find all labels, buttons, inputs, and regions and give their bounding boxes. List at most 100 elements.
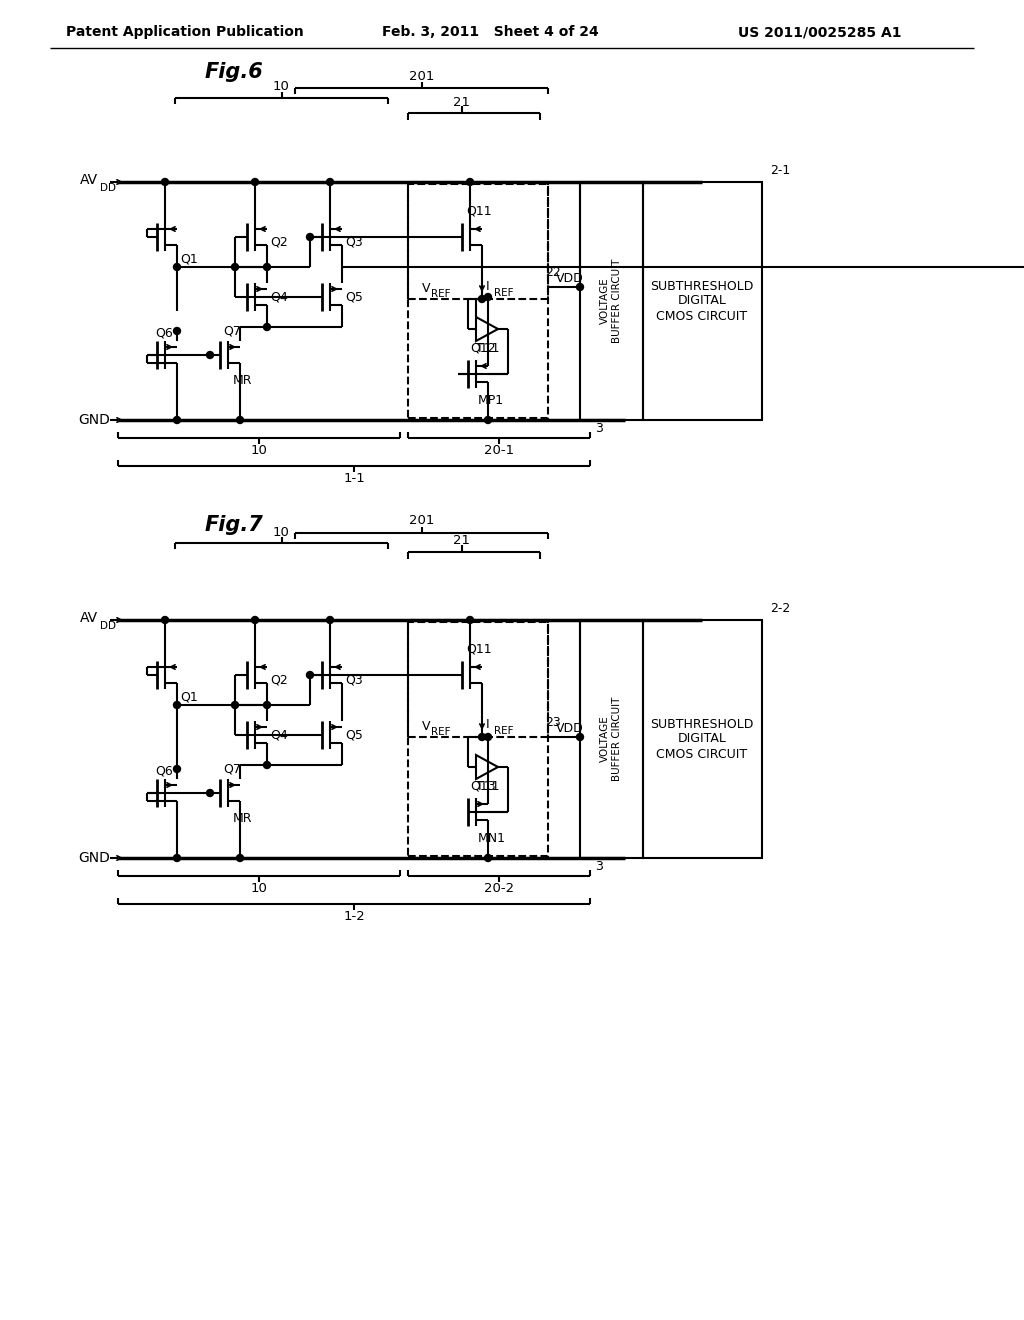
Text: Q7: Q7	[223, 325, 241, 338]
Circle shape	[173, 854, 180, 862]
Circle shape	[231, 701, 239, 709]
Circle shape	[484, 854, 492, 862]
Text: 21: 21	[454, 95, 470, 108]
Text: 23: 23	[545, 717, 561, 730]
Circle shape	[484, 734, 492, 741]
Circle shape	[173, 264, 180, 271]
Text: Q2: Q2	[270, 235, 288, 248]
Text: I: I	[486, 718, 489, 731]
Text: VDD: VDD	[556, 272, 584, 285]
Circle shape	[252, 178, 258, 186]
Text: 3: 3	[595, 421, 603, 434]
Text: MR: MR	[233, 375, 253, 388]
Circle shape	[162, 178, 169, 186]
Text: Q3: Q3	[345, 235, 362, 248]
Bar	[580, 620, 643, 858]
Text: I: I	[486, 281, 489, 293]
Circle shape	[173, 327, 180, 334]
Text: Q2: Q2	[270, 673, 288, 686]
Circle shape	[162, 616, 169, 623]
Circle shape	[478, 296, 485, 302]
Text: Patent Application Publication: Patent Application Publication	[67, 25, 304, 40]
Text: Q12: Q12	[470, 342, 496, 355]
Circle shape	[207, 789, 213, 796]
Text: VDD: VDD	[556, 722, 584, 735]
Circle shape	[237, 417, 244, 424]
Text: MN1: MN1	[478, 832, 506, 845]
Text: 10: 10	[273, 525, 290, 539]
Text: 201: 201	[409, 70, 434, 82]
Circle shape	[173, 766, 180, 772]
Circle shape	[263, 323, 270, 330]
Circle shape	[484, 293, 492, 301]
Text: Q11: Q11	[466, 643, 492, 656]
Circle shape	[327, 178, 334, 186]
Circle shape	[306, 234, 313, 240]
Bar	[408, 620, 548, 737]
Text: 3: 3	[595, 859, 603, 873]
Text: VOLTAGE
BUFFER CIRCUIT: VOLTAGE BUFFER CIRCUIT	[600, 697, 622, 781]
Text: AV: AV	[80, 611, 98, 624]
Text: Q1: Q1	[180, 690, 198, 704]
Circle shape	[327, 616, 334, 623]
Text: GND: GND	[78, 413, 110, 426]
Circle shape	[252, 616, 258, 623]
Text: REF: REF	[494, 288, 513, 298]
Text: Fig.6: Fig.6	[205, 62, 264, 82]
Text: 20-1: 20-1	[484, 445, 514, 458]
Text: 10: 10	[251, 445, 267, 458]
Circle shape	[263, 701, 270, 709]
Circle shape	[478, 734, 485, 741]
Circle shape	[173, 417, 180, 424]
Text: Q4: Q4	[270, 729, 288, 742]
Text: Q7: Q7	[223, 763, 241, 776]
Text: REF: REF	[431, 727, 451, 737]
Circle shape	[577, 284, 584, 290]
Text: 20-2: 20-2	[484, 883, 514, 895]
Text: SUBTHRESHOLD
DIGITAL
CMOS CIRCUIT: SUBTHRESHOLD DIGITAL CMOS CIRCUIT	[650, 280, 754, 322]
Circle shape	[263, 264, 270, 271]
Text: Q4: Q4	[270, 290, 288, 304]
Bar	[580, 182, 643, 420]
Circle shape	[467, 178, 473, 186]
Bar	[643, 182, 762, 420]
Text: Q1: Q1	[180, 252, 198, 265]
Bar	[408, 622, 548, 855]
Text: 21: 21	[454, 535, 470, 548]
Text: DD: DD	[100, 183, 116, 193]
Text: 201: 201	[409, 515, 434, 528]
Text: Q5: Q5	[345, 729, 362, 742]
Text: Q13: Q13	[470, 780, 496, 792]
Text: DD: DD	[100, 620, 116, 631]
Text: 2-1: 2-1	[770, 164, 791, 177]
Circle shape	[207, 351, 213, 359]
Bar	[643, 620, 762, 858]
Text: Q6: Q6	[155, 326, 173, 339]
Bar	[408, 182, 548, 300]
Text: 1-1: 1-1	[343, 473, 365, 486]
Text: Q3: Q3	[345, 673, 362, 686]
Circle shape	[577, 734, 584, 741]
Text: V: V	[422, 282, 430, 296]
Circle shape	[173, 701, 180, 709]
Text: AV: AV	[80, 173, 98, 187]
Circle shape	[467, 616, 473, 623]
Text: 1-2: 1-2	[343, 911, 365, 924]
Bar	[408, 183, 548, 418]
Text: GND: GND	[78, 851, 110, 865]
Text: 10: 10	[273, 81, 290, 94]
Text: SUBTHRESHOLD
DIGITAL
CMOS CIRCUIT: SUBTHRESHOLD DIGITAL CMOS CIRCUIT	[650, 718, 754, 760]
Text: Q6: Q6	[155, 764, 173, 777]
Text: Feb. 3, 2011   Sheet 4 of 24: Feb. 3, 2011 Sheet 4 of 24	[382, 25, 598, 40]
Circle shape	[263, 762, 270, 768]
Text: REF: REF	[494, 726, 513, 737]
Text: Q11: Q11	[466, 205, 492, 218]
Text: 2-2: 2-2	[770, 602, 791, 615]
Text: REF: REF	[431, 289, 451, 300]
Text: 10: 10	[251, 883, 267, 895]
Text: 22: 22	[545, 267, 561, 280]
Text: T11: T11	[476, 780, 500, 793]
Text: MP1: MP1	[478, 393, 504, 407]
Text: T11: T11	[476, 342, 500, 355]
Text: US 2011/0025285 A1: US 2011/0025285 A1	[738, 25, 902, 40]
